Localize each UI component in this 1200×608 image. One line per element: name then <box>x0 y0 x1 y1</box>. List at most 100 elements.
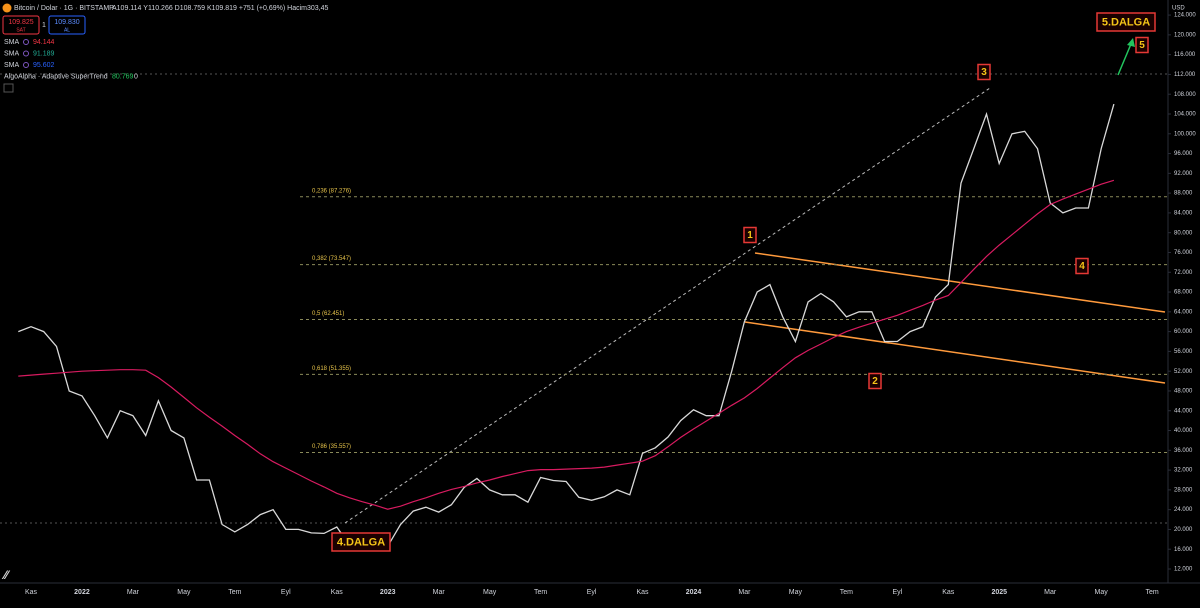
y-tick-label: 124.000 <box>1174 13 1196 19</box>
x-tick-label: Kas <box>942 589 955 596</box>
annotation-box <box>868 372 882 390</box>
x-tick-label: 2024 <box>686 589 702 596</box>
indicator-icon <box>23 39 29 45</box>
y-tick-label: 16.000 <box>1174 547 1193 553</box>
price-line <box>18 103 1115 548</box>
currency: USD <box>1172 6 1185 12</box>
channel-line <box>754 252 1166 313</box>
annotation-box <box>743 226 757 244</box>
x-tick-label: Mar <box>433 589 446 596</box>
x-tick-label: Eyl <box>892 589 902 596</box>
x-tick-label: Kas <box>331 589 344 596</box>
x-tick-label: Tem <box>840 589 853 596</box>
y-tick-label: 108.000 <box>1174 92 1196 98</box>
y-tick-label: 120.000 <box>1174 32 1196 38</box>
y-tick-label: 88.000 <box>1174 191 1193 197</box>
x-tick-label: Eyl <box>587 589 597 596</box>
trend-line <box>344 87 991 524</box>
annotation: 4 <box>1079 261 1085 272</box>
annotation-box <box>1075 257 1089 275</box>
y-tick-label: 12.000 <box>1174 567 1193 573</box>
sell-price: 109.825 <box>8 19 33 26</box>
x-tick-label: Mar <box>738 589 751 596</box>
indicator-extra: 0 <box>134 73 138 80</box>
y-tick-label: 104.000 <box>1174 112 1196 118</box>
indicator-name: SMA <box>4 50 20 57</box>
y-tick-label: 56.000 <box>1174 349 1193 355</box>
ohlc: A109.114 Y110.266 D108.759 K109.819 +751… <box>112 5 328 12</box>
indicator-value: 91.189 <box>33 50 55 57</box>
indicator-icon <box>23 50 29 57</box>
annotation: 1 <box>747 230 753 241</box>
channel-line <box>744 321 1166 384</box>
y-tick-label: 60.000 <box>1174 329 1193 335</box>
y-tick-label: 72.000 <box>1174 270 1193 276</box>
sell-button[interactable] <box>2 15 40 35</box>
y-tick-label: 76.000 <box>1174 250 1193 256</box>
y-tick-label: 36.000 <box>1174 448 1193 454</box>
y-tick-label: 52.000 <box>1174 369 1193 375</box>
annotation: 5.DALGA <box>1102 16 1150 28</box>
y-tick-label: 84.000 <box>1174 210 1193 216</box>
x-tick-label: Kas <box>636 589 649 596</box>
chart-title: Bitcoin / Dolar · 1G · BITSTAMP <box>14 5 114 12</box>
x-tick-label: 2023 <box>380 589 396 596</box>
annotation-box <box>1096 12 1156 32</box>
y-tick-label: 92.000 <box>1174 171 1193 177</box>
fib-label: 0,236 (87.276) <box>312 188 351 194</box>
y-tick-label: 80.000 <box>1174 230 1193 236</box>
indicator-value: 94.144 <box>33 39 55 46</box>
collapse-button <box>3 83 14 93</box>
buy-price: 109.830 <box>54 19 79 26</box>
x-tick-label: 2025 <box>991 589 1007 596</box>
y-tick-label: 64.000 <box>1174 309 1193 315</box>
y-tick-label: 20.000 <box>1174 527 1193 533</box>
sell-label: SAT <box>16 27 25 33</box>
y-tick-label: 48.000 <box>1174 389 1193 395</box>
indicator-name: SMA <box>4 39 20 46</box>
y-tick-label: 44.000 <box>1174 408 1193 414</box>
indicator-value: 80.769 <box>112 73 134 80</box>
logo: ⁄⁄ <box>1 568 11 582</box>
annotation-box <box>1135 36 1149 54</box>
annotation-box <box>977 63 991 81</box>
fib-label: 0,382 (73.547) <box>312 256 351 262</box>
indicator-name: SMA <box>4 62 20 69</box>
x-tick-label: Tem <box>534 589 547 596</box>
fib-label: 0,618 (51.355) <box>312 366 351 372</box>
x-tick-label: Eyl <box>281 589 291 596</box>
indicator-value: 95.602 <box>33 62 55 69</box>
sma-line <box>18 179 1115 510</box>
y-tick-label: 40.000 <box>1174 428 1193 434</box>
buy-button[interactable] <box>48 15 86 35</box>
annotation: 5 <box>1139 40 1145 51</box>
y-tick-label: 32.000 <box>1174 468 1193 474</box>
indicator-name: AlgoAlpha · Adaptive SuperTrend <box>4 73 108 80</box>
arrow-head <box>1127 38 1135 47</box>
fib-label: 0,786 (35.557) <box>312 444 351 450</box>
buy-label: AL <box>64 27 70 33</box>
fib-label: 0,5 (62.451) <box>312 311 344 317</box>
y-tick-label: 96.000 <box>1174 151 1193 157</box>
y-tick-label: 100.000 <box>1174 131 1196 137</box>
coin-icon <box>2 3 12 13</box>
y-tick-label: 116.000 <box>1174 52 1196 58</box>
x-tick-label: Tem <box>228 589 241 596</box>
x-tick-label: Mar <box>127 589 140 596</box>
annotation: 2 <box>872 376 878 387</box>
y-tick-label: 24.000 <box>1174 507 1193 513</box>
x-tick-label: Mar <box>1044 589 1057 596</box>
quantity: 1 <box>42 22 46 29</box>
x-tick-label: Tem <box>1146 589 1159 596</box>
arrow <box>1117 43 1132 76</box>
y-tick-label: 28.000 <box>1174 487 1193 493</box>
indicator-icon <box>23 62 29 68</box>
x-tick-label: May <box>177 589 191 596</box>
x-tick-label: May <box>483 589 497 596</box>
x-tick-label: May <box>1095 589 1109 596</box>
annotation-box <box>331 532 391 552</box>
x-tick-label: May <box>789 589 803 596</box>
y-tick-label: 112.000 <box>1174 72 1196 78</box>
